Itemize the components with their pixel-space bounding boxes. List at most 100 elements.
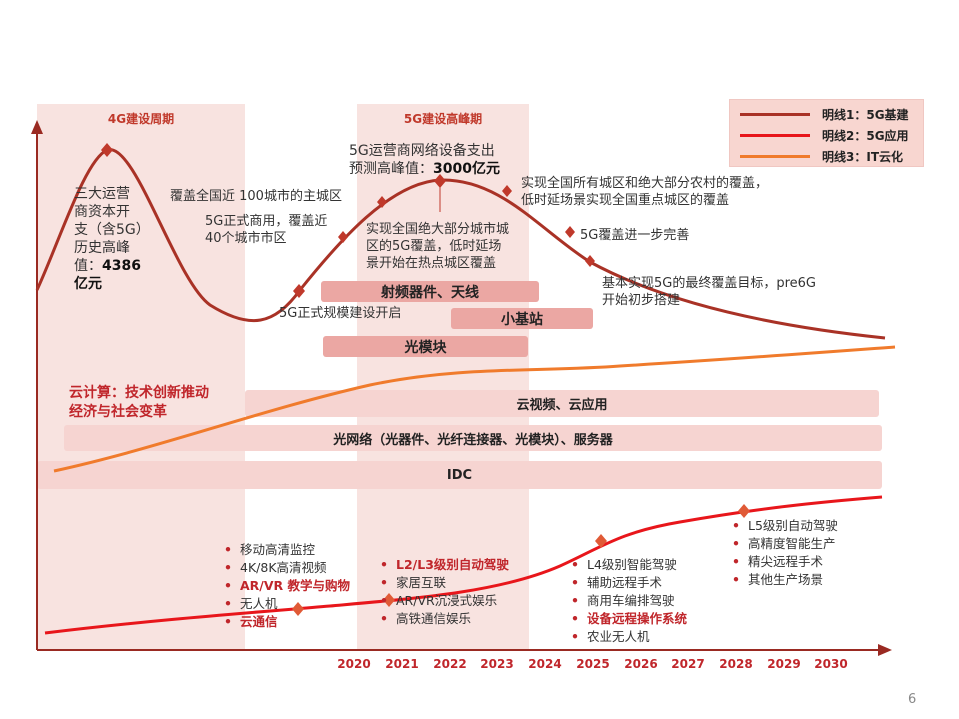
year-2024: 2024	[528, 657, 562, 671]
x-axis-arrow	[878, 644, 892, 656]
annotation-4g-label: 值：	[74, 258, 102, 274]
cloud-computing-title: 云计算：技术创新推动 经济与社会变革	[69, 384, 209, 422]
annotation-rural-line2: 低时延场景实现全国重点城区的覆盖	[521, 193, 730, 208]
annotation-allcity: 实现全国绝大部分城市城 区的5G覆盖，低时延场 景开始在热点城区覆盖	[366, 221, 509, 272]
annotation-40city-line2: 40个城市市区	[205, 231, 287, 246]
bar-rf-antenna: 射频器件、天线	[321, 281, 539, 302]
annotation-5g-peak-value: 3000亿元	[433, 161, 500, 177]
year-2020: 2020	[337, 657, 371, 671]
year-2028: 2028	[719, 657, 753, 671]
annotation-rural: 实现全国所有城区和绝大部分农村的覆盖， 低时延场景实现全国重点城区的覆盖	[521, 175, 768, 209]
annotation-40city: 5G正式商用，覆盖近 40个城市市区	[205, 213, 327, 247]
period-label-4g: 4G建设周期	[107, 112, 175, 126]
app-item: 4K/8K高清视频	[222, 559, 350, 577]
bar-cloud-video: 云视频、云应用	[245, 390, 879, 417]
legend-swatch-line1	[740, 113, 810, 116]
app-list-2028: L5级别自动驾驶 高精度智能生产 精尖远程手术 其他生产场景	[730, 517, 838, 589]
year-2030: 2030	[814, 657, 848, 671]
app-list-2025: L4级别智能驾驶 辅助远程手术 商用车编排驾驶 设备远程操作系统 农业无人机	[569, 556, 687, 646]
year-2023: 2023	[480, 657, 514, 671]
period-label-5g: 5G建设高峰期	[403, 112, 483, 126]
marker-final	[585, 255, 595, 267]
annotation-4g-line1: 三大运营	[74, 186, 130, 202]
legend-item-line1: 明线1：5G基建	[740, 106, 909, 123]
marker-improve	[565, 226, 575, 238]
year-2026: 2026	[624, 657, 658, 671]
annotation-4g-unit: 亿元	[74, 276, 102, 292]
annotation-final: 基本实现5G的最终覆盖目标，pre6G 开始初步搭建	[602, 275, 816, 309]
marker-40city	[338, 231, 348, 243]
legend-label-line3: 明线3：IT云化	[822, 150, 904, 164]
bar-optical-module: 光模块	[323, 336, 528, 357]
annotation-5g-peak-line2: 预测高峰值：3000亿元	[349, 160, 549, 178]
app-list-2022: L2/L3级别自动驾驶 家居互联 AR/VR沉浸式娱乐 高铁通信娱乐	[378, 556, 509, 628]
marker-app-2028	[738, 504, 750, 518]
annotation-4g-line3: 支（含5G）	[74, 222, 150, 238]
annotation-4g-peak: 三大运营 商资本开 支（含5G） 历史高峰 值：4386 亿元	[74, 185, 154, 293]
app-item: 家居互联	[378, 574, 509, 592]
app-item: 移动高清监控	[222, 541, 350, 559]
line1-markers	[101, 143, 595, 298]
marker-app-2025	[595, 534, 607, 548]
bar-optical-network: 光网络（光器件、光纤连接器、光模块）、服务器	[64, 425, 882, 451]
annotation-5g-peak-label: 预测高峰值：	[349, 161, 433, 177]
app-item: 商用车编排驾驶	[569, 592, 687, 610]
app-list-2020: 移动高清监控 4K/8K高清视频 AR/VR 教学与购物 无人机 云通信	[222, 541, 350, 631]
annotation-40city-line1: 5G正式商用，覆盖近	[205, 214, 328, 229]
legend-item-line3: 明线3：IT云化	[740, 148, 903, 165]
annotation-5g-peak: 5G运营商网络设备支出 预测高峰值：3000亿元	[349, 142, 549, 178]
annotation-4g-line5: 值：4386	[74, 257, 154, 275]
app-item: 其他生产场景	[730, 571, 838, 589]
marker-100city	[377, 196, 387, 208]
app-item: 无人机	[222, 595, 350, 613]
year-2025: 2025	[576, 657, 610, 671]
annotation-allcity-line3: 景开始在热点城区覆盖	[366, 256, 497, 271]
annotation-4g-line2: 商资本开	[74, 204, 130, 220]
annotation-100city: 覆盖全国近 100城市的主城区	[170, 189, 342, 204]
marker-5g-scale	[293, 284, 305, 298]
annotation-final-line2: 开始初步搭建	[602, 293, 681, 308]
legend-swatch-line3	[740, 155, 810, 158]
legend-swatch-line2	[740, 134, 810, 137]
page-number: 6	[908, 692, 917, 707]
cloud-title-line2: 经济与社会变革	[69, 404, 167, 420]
marker-rural	[502, 185, 512, 197]
annotation-allcity-line1: 实现全国绝大部分城市城	[366, 222, 510, 237]
annotation-rural-line1: 实现全国所有城区和绝大部分农村的覆盖，	[521, 176, 769, 191]
bar-idc: IDC	[37, 461, 882, 489]
line3-it-cloud	[53, 345, 896, 473]
app-item-highlight: 云通信	[222, 613, 350, 631]
app-item: 精尖远程手术	[730, 553, 838, 571]
app-item-highlight: 设备远程操作系统	[569, 610, 687, 628]
app-item: 高铁通信娱乐	[378, 610, 509, 628]
app-item-highlight: L2/L3级别自动驾驶	[378, 556, 509, 574]
marker-5g-peak	[434, 174, 446, 188]
app-item: AR/VR沉浸式娱乐	[378, 592, 509, 610]
annotation-improve: 5G覆盖进一步完善	[580, 228, 690, 243]
app-item: 辅助远程手术	[569, 574, 687, 592]
legend-label-line1: 明线1：5G基建	[822, 108, 909, 122]
annotation-final-line1: 基本实现5G的最终覆盖目标，pre6G	[602, 276, 816, 291]
legend-item-line2: 明线2：5G应用	[740, 127, 909, 144]
annotation-allcity-line2: 区的5G覆盖，低时延场	[366, 239, 502, 254]
marker-4g-peak	[101, 143, 113, 157]
year-2021: 2021	[385, 657, 419, 671]
annotation-4g-line4: 历史高峰	[74, 240, 130, 256]
annotation-5g-peak-line1: 5G运营商网络设备支出	[349, 143, 495, 159]
annotation-5g-scale: 5G正式规模建设开启	[279, 306, 402, 321]
band-4g-period	[37, 104, 245, 650]
year-2027: 2027	[671, 657, 705, 671]
year-2029: 2029	[767, 657, 801, 671]
app-item: 农业无人机	[569, 628, 687, 646]
bar-small-cell: 小基站	[451, 308, 593, 329]
app-item: L4级别智能驾驶	[569, 556, 687, 574]
app-item: 高精度智能生产	[730, 535, 838, 553]
y-axis-arrow	[31, 120, 43, 134]
legend: 明线1：5G基建 明线2：5G应用 明线3：IT云化	[729, 99, 924, 167]
app-item: L5级别自动驾驶	[730, 517, 838, 535]
year-2022: 2022	[433, 657, 467, 671]
annotation-4g-value: 4386	[102, 258, 141, 274]
app-item-highlight: AR/VR 教学与购物	[222, 577, 350, 595]
cloud-title-line1: 云计算：技术创新推动	[69, 385, 209, 401]
